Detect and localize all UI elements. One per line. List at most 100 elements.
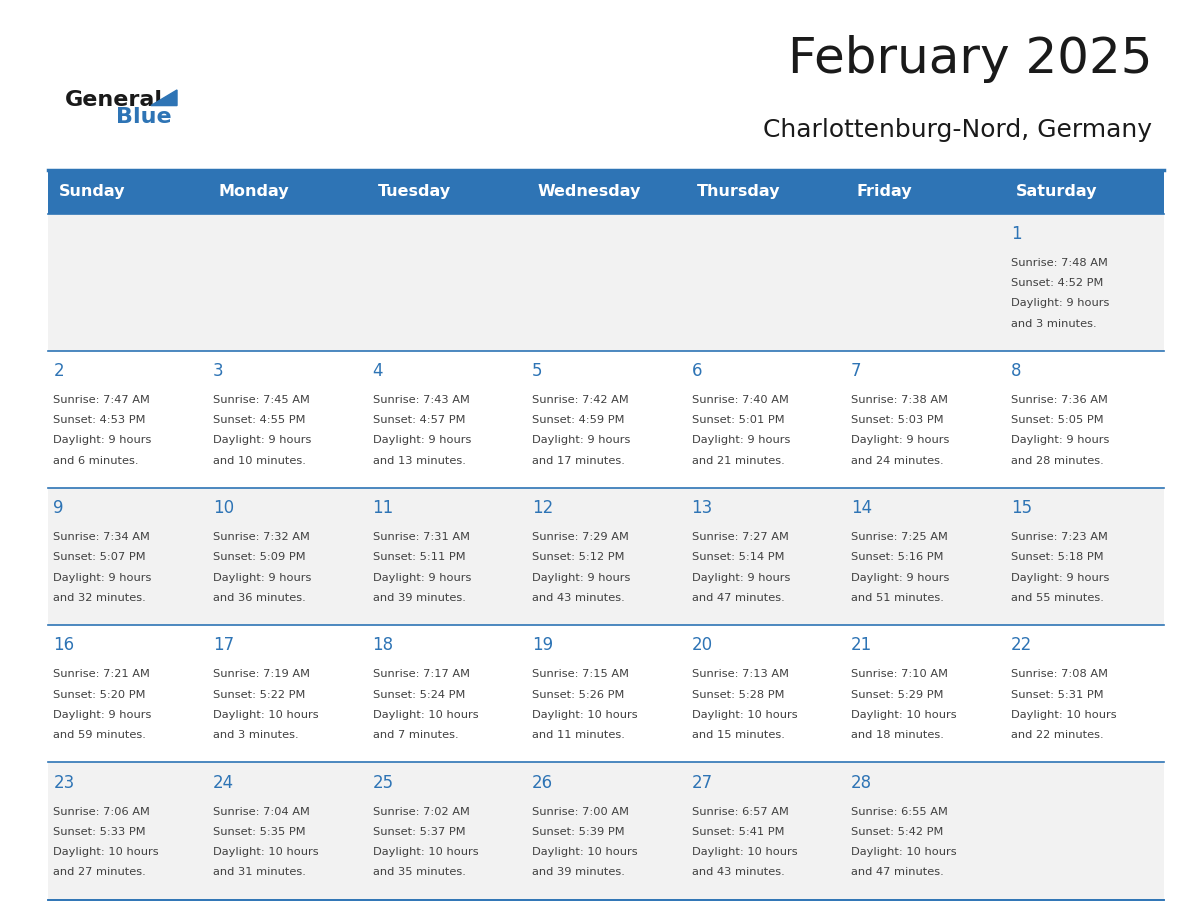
Text: 16: 16: [53, 636, 75, 655]
Text: Sunrise: 7:42 AM: Sunrise: 7:42 AM: [532, 395, 628, 405]
Text: Sunrise: 7:23 AM: Sunrise: 7:23 AM: [1011, 532, 1107, 543]
Text: Sunrise: 7:40 AM: Sunrise: 7:40 AM: [691, 395, 789, 405]
Text: Daylight: 10 hours: Daylight: 10 hours: [691, 710, 797, 720]
Text: Sunrise: 7:13 AM: Sunrise: 7:13 AM: [691, 669, 789, 679]
Text: Sunset: 5:35 PM: Sunset: 5:35 PM: [213, 827, 305, 836]
Text: Sunset: 5:03 PM: Sunset: 5:03 PM: [851, 415, 943, 425]
Text: Sunset: 5:01 PM: Sunset: 5:01 PM: [691, 415, 784, 425]
Text: Sunrise: 7:45 AM: Sunrise: 7:45 AM: [213, 395, 310, 405]
Bar: [48, 351, 1164, 488]
Text: 26: 26: [532, 774, 554, 791]
Text: Sunset: 4:53 PM: Sunset: 4:53 PM: [53, 415, 146, 425]
Text: and 11 minutes.: and 11 minutes.: [532, 730, 625, 740]
Text: and 59 minutes.: and 59 minutes.: [53, 730, 146, 740]
Text: and 43 minutes.: and 43 minutes.: [532, 593, 625, 603]
Text: 6: 6: [691, 362, 702, 380]
Text: Thursday: Thursday: [697, 185, 781, 199]
Text: and 55 minutes.: and 55 minutes.: [1011, 593, 1104, 603]
Text: and 3 minutes.: and 3 minutes.: [1011, 319, 1097, 329]
Text: Daylight: 9 hours: Daylight: 9 hours: [851, 435, 949, 445]
Text: Daylight: 9 hours: Daylight: 9 hours: [213, 573, 311, 583]
Text: 4: 4: [373, 362, 383, 380]
Text: Sunrise: 7:29 AM: Sunrise: 7:29 AM: [532, 532, 628, 543]
Text: and 10 minutes.: and 10 minutes.: [213, 455, 305, 465]
Text: Daylight: 9 hours: Daylight: 9 hours: [213, 435, 311, 445]
Text: Sunset: 5:05 PM: Sunset: 5:05 PM: [1011, 415, 1104, 425]
Text: Sunrise: 7:36 AM: Sunrise: 7:36 AM: [1011, 395, 1107, 405]
Text: 9: 9: [53, 499, 64, 517]
Text: Sunset: 4:59 PM: Sunset: 4:59 PM: [532, 415, 625, 425]
Text: Sunrise: 7:10 AM: Sunrise: 7:10 AM: [851, 669, 948, 679]
Text: Sunrise: 7:04 AM: Sunrise: 7:04 AM: [213, 807, 310, 816]
Text: Sunset: 5:26 PM: Sunset: 5:26 PM: [532, 689, 625, 700]
Text: 20: 20: [691, 636, 713, 655]
Text: Sunset: 5:09 PM: Sunset: 5:09 PM: [213, 553, 305, 563]
Text: Daylight: 9 hours: Daylight: 9 hours: [691, 435, 790, 445]
Bar: [48, 488, 1164, 625]
Text: 28: 28: [851, 774, 872, 791]
Text: Blue: Blue: [116, 106, 172, 127]
Text: Sunrise: 7:25 AM: Sunrise: 7:25 AM: [851, 532, 948, 543]
Text: Sunrise: 7:27 AM: Sunrise: 7:27 AM: [691, 532, 789, 543]
Text: 24: 24: [213, 774, 234, 791]
Text: Sunset: 4:55 PM: Sunset: 4:55 PM: [213, 415, 305, 425]
Text: 7: 7: [851, 362, 861, 380]
Text: and 15 minutes.: and 15 minutes.: [691, 730, 784, 740]
Text: and 43 minutes.: and 43 minutes.: [691, 868, 784, 877]
Text: 1: 1: [1011, 225, 1022, 243]
Text: 8: 8: [1011, 362, 1022, 380]
Bar: [48, 214, 1164, 351]
Polygon shape: [151, 90, 177, 106]
Text: and 13 minutes.: and 13 minutes.: [373, 455, 466, 465]
Text: Sunrise: 7:38 AM: Sunrise: 7:38 AM: [851, 395, 948, 405]
Text: 21: 21: [851, 636, 872, 655]
Text: Sunrise: 6:55 AM: Sunrise: 6:55 AM: [851, 807, 948, 816]
Text: Sunset: 5:14 PM: Sunset: 5:14 PM: [691, 553, 784, 563]
Text: Daylight: 10 hours: Daylight: 10 hours: [213, 710, 318, 720]
Text: 5: 5: [532, 362, 543, 380]
Text: Sunrise: 7:19 AM: Sunrise: 7:19 AM: [213, 669, 310, 679]
Text: Sunset: 5:37 PM: Sunset: 5:37 PM: [373, 827, 466, 836]
Text: 15: 15: [1011, 499, 1031, 517]
Text: and 32 minutes.: and 32 minutes.: [53, 593, 146, 603]
Text: Sunrise: 7:31 AM: Sunrise: 7:31 AM: [373, 532, 469, 543]
Text: 23: 23: [53, 774, 75, 791]
Text: and 47 minutes.: and 47 minutes.: [691, 593, 784, 603]
Text: and 21 minutes.: and 21 minutes.: [691, 455, 784, 465]
Text: and 31 minutes.: and 31 minutes.: [213, 868, 305, 877]
Text: and 47 minutes.: and 47 minutes.: [851, 868, 944, 877]
Text: Sunset: 5:41 PM: Sunset: 5:41 PM: [691, 827, 784, 836]
Text: Sunrise: 7:15 AM: Sunrise: 7:15 AM: [532, 669, 630, 679]
Text: 3: 3: [213, 362, 223, 380]
Text: Sunrise: 7:48 AM: Sunrise: 7:48 AM: [1011, 258, 1107, 268]
Text: and 39 minutes.: and 39 minutes.: [373, 593, 466, 603]
Bar: [48, 763, 1164, 900]
Text: Daylight: 9 hours: Daylight: 9 hours: [53, 435, 152, 445]
Text: and 7 minutes.: and 7 minutes.: [373, 730, 459, 740]
Text: Sunrise: 7:47 AM: Sunrise: 7:47 AM: [53, 395, 151, 405]
Text: Daylight: 9 hours: Daylight: 9 hours: [373, 573, 470, 583]
Text: and 22 minutes.: and 22 minutes.: [1011, 730, 1104, 740]
Text: Daylight: 10 hours: Daylight: 10 hours: [373, 847, 478, 856]
Text: Sunrise: 7:08 AM: Sunrise: 7:08 AM: [1011, 669, 1107, 679]
Text: Daylight: 10 hours: Daylight: 10 hours: [373, 710, 478, 720]
Text: Sunset: 5:18 PM: Sunset: 5:18 PM: [1011, 553, 1104, 563]
Text: Daylight: 10 hours: Daylight: 10 hours: [213, 847, 318, 856]
Text: 13: 13: [691, 499, 713, 517]
Text: and 51 minutes.: and 51 minutes.: [851, 593, 944, 603]
Text: Sunrise: 7:43 AM: Sunrise: 7:43 AM: [373, 395, 469, 405]
Text: 10: 10: [213, 499, 234, 517]
Bar: [48, 170, 1164, 214]
Text: Daylight: 9 hours: Daylight: 9 hours: [851, 573, 949, 583]
Text: Sunset: 5:16 PM: Sunset: 5:16 PM: [851, 553, 943, 563]
Text: Daylight: 9 hours: Daylight: 9 hours: [532, 573, 631, 583]
Text: 18: 18: [373, 636, 393, 655]
Text: Daylight: 9 hours: Daylight: 9 hours: [532, 435, 631, 445]
Text: Daylight: 10 hours: Daylight: 10 hours: [851, 847, 956, 856]
Text: and 36 minutes.: and 36 minutes.: [213, 593, 305, 603]
Text: and 3 minutes.: and 3 minutes.: [213, 730, 298, 740]
Text: 14: 14: [851, 499, 872, 517]
Text: and 18 minutes.: and 18 minutes.: [851, 730, 944, 740]
Text: and 39 minutes.: and 39 minutes.: [532, 868, 625, 877]
Text: 22: 22: [1011, 636, 1032, 655]
